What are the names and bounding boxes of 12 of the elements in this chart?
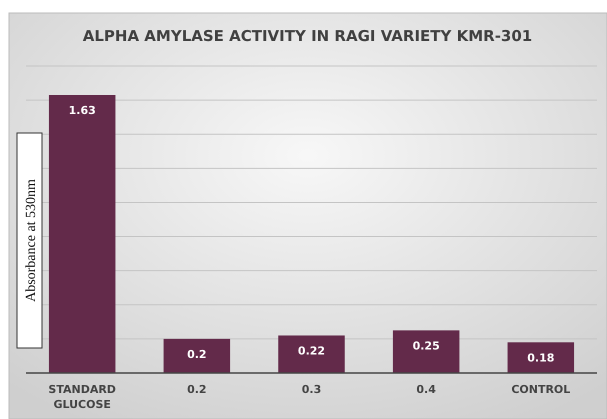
x-tick-label: CONTROL bbox=[511, 383, 570, 396]
chart-title: ALPHA AMYLASE ACTIVITY IN RAGI VARIETY KMR-301 bbox=[82, 27, 532, 45]
data-label: 1.63 bbox=[68, 104, 96, 117]
data-label: 0.22 bbox=[298, 344, 326, 358]
data-label: 0.18 bbox=[527, 351, 554, 364]
x-tick-label: 0.3 bbox=[302, 383, 322, 396]
x-tick-label: STANDARD GLUCOSE bbox=[48, 383, 116, 411]
data-label: 0.2 bbox=[187, 348, 207, 361]
y-axis-title: Absorbance at 530nm bbox=[24, 178, 39, 302]
x-tick-label: 0.4 bbox=[416, 383, 436, 396]
x-tick-label: 0.2 bbox=[187, 383, 207, 396]
data-label: 0.25 bbox=[412, 339, 440, 352]
